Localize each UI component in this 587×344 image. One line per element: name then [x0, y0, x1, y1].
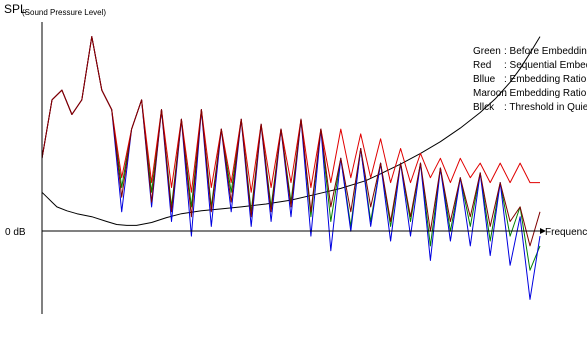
legend-key-black: Bllck: [473, 102, 495, 113]
legend-key-maroon: Maroon: [473, 88, 507, 99]
legend-desc-black: : Threshold in Quiet: [504, 102, 587, 113]
legend-desc-green: : Before Embedding: [504, 46, 587, 57]
series-line-threshold: [41, 36, 541, 226]
legend-key-green: Green: [473, 46, 501, 57]
legend-desc-blue: : Embedding Ratio 10: [504, 74, 587, 85]
series-line-red: [41, 36, 540, 193]
legend-key-red: Red: [473, 60, 491, 71]
legend-desc-maroon: : Embedding Ratio 80: [504, 88, 587, 99]
y-axis-subtitle: (Sound Pressure Level): [22, 8, 106, 17]
legend-desc-red: : Sequential Embedding: [504, 60, 587, 71]
x-axis-title: Frequency: [545, 227, 587, 238]
x-axis-arrow: [540, 228, 546, 234]
legend: Green : Before Embedding Red : Sequentia…: [473, 46, 587, 113]
zero-db-label: 0 dB: [5, 227, 26, 238]
series-line-blue: [41, 36, 541, 300]
y-axis-title: SPL: [4, 2, 27, 16]
plot-lines: [41, 36, 541, 300]
legend-key-blue: Bllue: [473, 74, 496, 85]
series-line-maroon: [41, 36, 541, 247]
